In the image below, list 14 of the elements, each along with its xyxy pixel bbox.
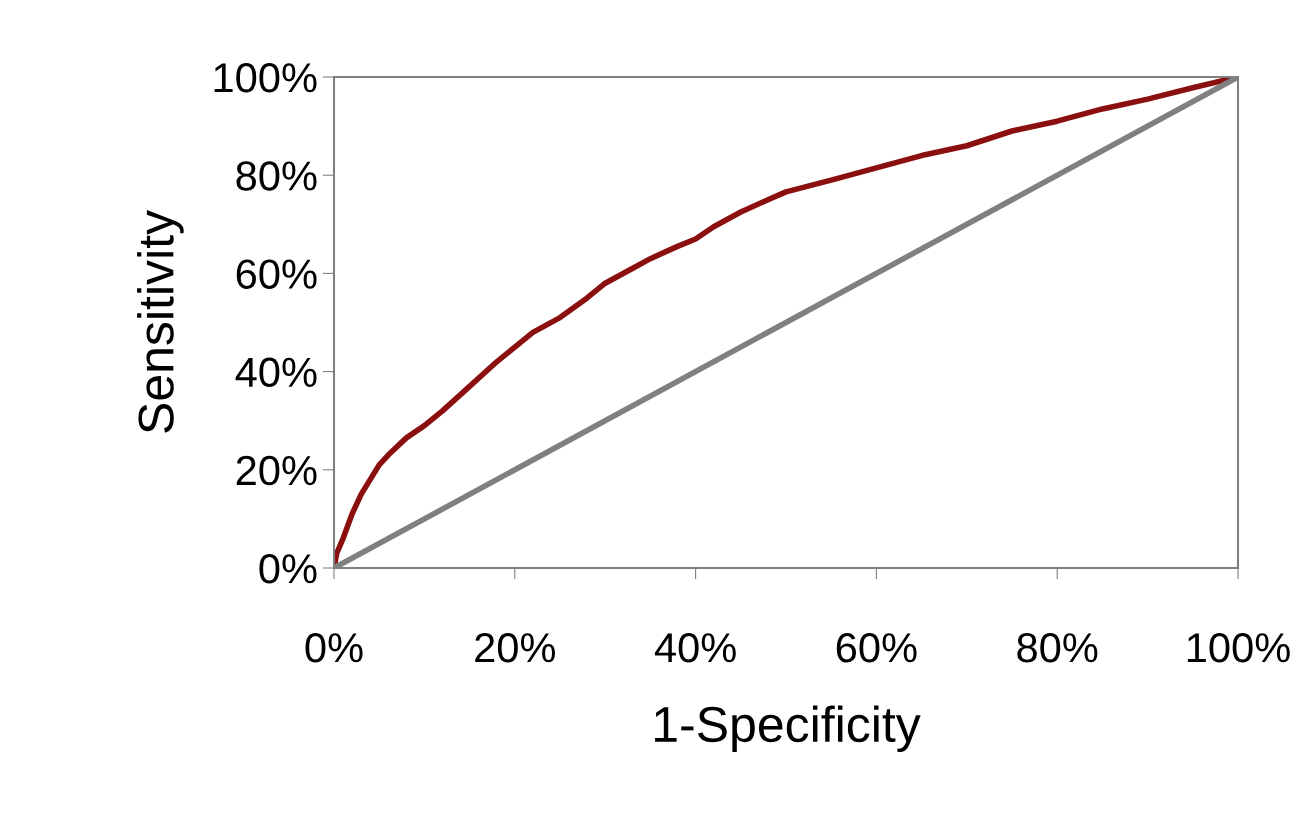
x-tick-label: 60% xyxy=(836,632,917,663)
x-tick-label: 0% xyxy=(305,632,363,663)
x-tick-label: 40% xyxy=(654,632,736,663)
y-tick-label: 20% xyxy=(236,455,317,486)
y-tick-label: 100% xyxy=(214,63,317,93)
y-axis-title: Sensitivity xyxy=(137,210,184,433)
x-tick-label: 100% xyxy=(1187,632,1290,663)
y-tick-label: 0% xyxy=(259,554,317,584)
y-tick-label: 80% xyxy=(236,161,317,191)
y-tick-label: 60% xyxy=(236,259,317,289)
y-tick-label: 40% xyxy=(235,357,317,388)
x-tick-label: 20% xyxy=(475,632,556,663)
x-tick-label: 80% xyxy=(1017,632,1098,663)
x-axis-title: 1-Specificity xyxy=(655,705,921,753)
